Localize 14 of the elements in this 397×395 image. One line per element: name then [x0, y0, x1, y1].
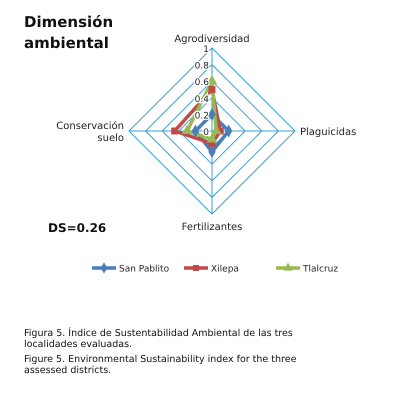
spoke-label: Plaguicidas [300, 127, 356, 138]
spoke-label: Conservación suelo [56, 121, 124, 144]
text: Figura 5. Índice de Sustentabilidad Ambiental de las tres localidades evaluadas. [24, 327, 293, 350]
spoke-label: Fertilizantes [182, 222, 242, 233]
legend-label: Tlalcruz [302, 264, 338, 274]
legend-label: Xilepa [211, 264, 239, 274]
y-tick-label: 0.8 [194, 62, 210, 72]
chart-title: Dimensión ambiental [24, 13, 114, 52]
y-tick-label: 0.6 [194, 78, 210, 88]
text: DS=0.26 [48, 221, 106, 235]
y-tick-label: 1 [203, 45, 209, 55]
caption: Figure 5. Environmental Sustainability index for the three assessed districts. [24, 354, 297, 376]
legend-label: San Pablito [119, 264, 170, 274]
spoke-label: Agrodiversidad [174, 34, 250, 45]
